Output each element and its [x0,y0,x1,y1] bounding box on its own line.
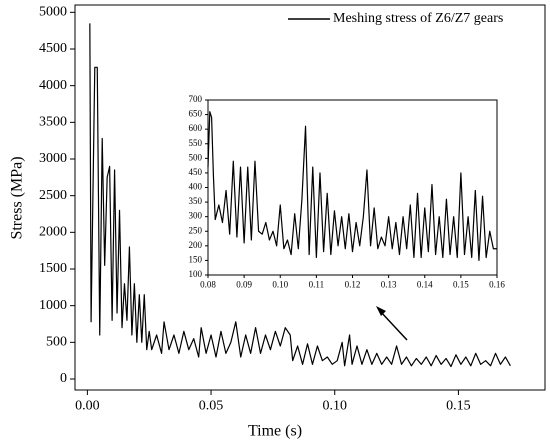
y-tick-label: 4500 [39,41,67,56]
x-tick-label: 0.12 [345,279,361,289]
y-tick-label: 500 [46,335,67,350]
x-axis-label: Time (s) [248,423,302,440]
data-line [207,111,497,262]
y-tick-label: 450 [189,167,203,177]
legend-label: Meshing stress of Z6/Z7 gears [333,11,503,26]
y-tick-label: 200 [189,240,203,250]
y-tick-label: 2500 [39,188,67,203]
x-tick-label: 0.15 [446,398,471,413]
y-tick-label: 250 [189,225,203,235]
y-tick-label: 500 [189,152,203,162]
y-tick-label: 0 [60,371,67,386]
x-tick-label: 0.10 [322,398,347,413]
y-tick-label: 1500 [39,261,67,276]
y-tick-label: 5000 [39,5,67,20]
y-tick-label: 350 [189,196,203,206]
arrow [379,310,408,341]
data-line [89,23,511,368]
x-tick-label: 0.14 [417,279,433,289]
y-tick-label: 4000 [39,78,67,93]
y-tick-label: 700 [189,94,203,104]
y-tick-label: 150 [189,254,203,264]
x-tick-label: 0.09 [236,279,252,289]
y-tick-label: 400 [189,182,203,192]
x-tick-label: 0.13 [381,279,397,289]
y-tick-label: 100 [189,269,203,279]
x-tick-label: 0.10 [272,279,288,289]
x-tick-label: 0.00 [75,398,100,413]
y-tick-label: 300 [189,211,203,221]
x-tick-label: 0.11 [309,279,324,289]
y-tick-label: 550 [189,138,203,148]
y-tick-label: 600 [189,123,203,133]
x-tick-label: 0.15 [453,279,469,289]
y-tick-label: 3000 [39,151,67,166]
y-tick-label: 1000 [39,298,67,313]
y-tick-label: 3500 [39,115,67,130]
y-axis-label: Stress (MPa) [9,156,26,239]
plot-area [74,4,546,391]
arrow-head [376,306,386,316]
x-tick-label: 0.05 [199,398,224,413]
y-tick-label: 2000 [39,225,67,240]
x-tick-label: 0.16 [489,279,505,289]
x-tick-label: 0.08 [200,279,216,289]
y-tick-label: 650 [189,109,203,119]
